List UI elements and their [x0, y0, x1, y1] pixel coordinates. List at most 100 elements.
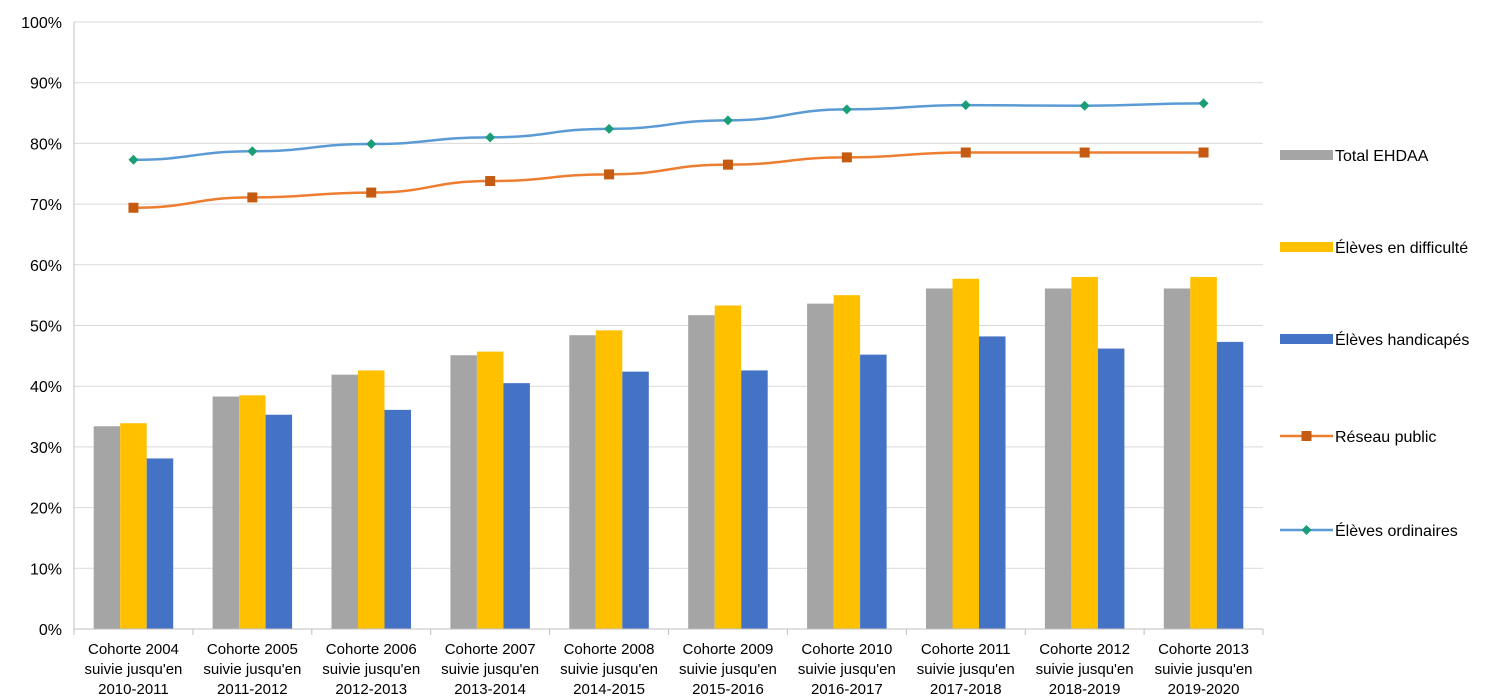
x-category-label: suivie jusqu'en [441, 661, 539, 678]
bar [1071, 276, 1098, 629]
x-category-label: suivie jusqu'en [1036, 661, 1134, 678]
data-point [247, 146, 258, 157]
bar [476, 351, 504, 629]
bar [239, 395, 266, 629]
x-category-label: Cohorte 2012 [1039, 641, 1130, 658]
data-point [604, 123, 615, 134]
bar [331, 374, 358, 629]
lines [128, 98, 1209, 213]
y-tick-label: 0% [39, 622, 62, 639]
x-category-label: Cohorte 2010 [801, 641, 892, 658]
data-point [485, 132, 496, 143]
x-category-label: suivie jusqu'en [203, 661, 301, 678]
legend-label: Total EHDAA [1335, 148, 1429, 165]
y-tick-label: 90% [30, 76, 62, 93]
bars [93, 276, 1244, 629]
bar [569, 335, 596, 629]
data-point [841, 152, 852, 163]
data-point [1198, 98, 1209, 109]
x-category-label: 2010-2011 [98, 681, 169, 698]
data-point [247, 192, 258, 203]
x-category-label: Cohorte 2007 [445, 641, 536, 658]
x-category-label: 2018-2019 [1049, 681, 1121, 698]
series-line [133, 151, 1204, 209]
legend-swatch [1280, 150, 1333, 160]
bar [622, 371, 649, 629]
x-category-label: Cohorte 2008 [564, 641, 655, 658]
data-point [604, 169, 615, 180]
data-point [960, 147, 971, 158]
bar [358, 370, 385, 629]
x-category-label: Cohorte 2005 [207, 641, 298, 658]
data-point [1079, 147, 1090, 158]
bar [265, 414, 293, 629]
legend-label: Élèves en difficulté [1335, 238, 1468, 257]
y-tick-label: 20% [30, 501, 62, 518]
legend-marker [1301, 431, 1312, 441]
legend-label: Élèves handicapés [1335, 330, 1469, 349]
bar [1216, 341, 1244, 629]
data-point [722, 159, 733, 170]
x-category-label: suivie jusqu'en [322, 661, 420, 678]
y-tick-label: 70% [30, 197, 62, 214]
bar [1097, 348, 1125, 629]
legend-swatch [1280, 334, 1333, 344]
x-category-label: Cohorte 2004 [88, 641, 179, 658]
bar [212, 396, 240, 629]
legend-label: Réseau public [1335, 429, 1436, 446]
bar [688, 315, 715, 629]
bar [384, 409, 411, 629]
bar [146, 458, 174, 629]
bar [450, 355, 477, 629]
bar [741, 370, 768, 629]
legend: Total EHDAA Élèves en difficulté Élèves ha… [1280, 148, 1469, 540]
data-point [128, 154, 139, 165]
y-tick-label: 100% [21, 15, 62, 32]
data-point [722, 115, 733, 126]
bar [1044, 288, 1072, 629]
bar [714, 305, 742, 629]
y-tick-label: 10% [30, 561, 62, 578]
x-category-label: 2015-2016 [692, 681, 764, 698]
x-category-label: Cohorte 2009 [682, 641, 773, 658]
bar [595, 330, 623, 629]
x-category-label: 2013-2014 [454, 681, 526, 698]
y-tick-label: 80% [30, 136, 62, 153]
data-point [128, 202, 139, 213]
bar [807, 303, 834, 629]
data-point [485, 176, 496, 187]
y-tick-label: 30% [30, 440, 62, 457]
legend-swatch [1280, 242, 1333, 252]
bar [1190, 276, 1217, 629]
bar [952, 278, 979, 629]
data-point [366, 139, 377, 150]
x-category-label: suivie jusqu'en [1155, 661, 1253, 678]
x-category-label: 2019-2020 [1168, 681, 1240, 698]
x-category-label: 2016-2017 [811, 681, 883, 698]
data-point [366, 187, 377, 198]
legend-marker [1301, 525, 1312, 535]
x-category-label: 2011-2012 [217, 681, 288, 698]
x-category-label: Cohorte 2013 [1158, 641, 1249, 658]
x-category-label: 2017-2018 [930, 681, 1002, 698]
x-category-label: suivie jusqu'en [917, 661, 1015, 678]
data-point [960, 100, 971, 111]
bar [860, 354, 887, 629]
x-category-label: Cohorte 2006 [326, 641, 417, 658]
data-point [1198, 147, 1209, 158]
bar [503, 383, 530, 629]
bar [833, 295, 861, 629]
series-line [133, 102, 1204, 162]
x-category-label: Cohorte 2011 [921, 641, 1011, 658]
legend-label: Élèves ordinaires [1335, 521, 1458, 540]
data-point [1079, 100, 1090, 111]
x-category-label: suivie jusqu'en [560, 661, 658, 678]
x-category-label: suivie jusqu'en [679, 661, 777, 678]
x-category-label: suivie jusqu'en [84, 661, 182, 678]
y-tick-label: 50% [30, 319, 62, 336]
bar [979, 336, 1006, 629]
data-point [841, 104, 852, 115]
bar [93, 426, 121, 629]
bar [926, 288, 953, 629]
